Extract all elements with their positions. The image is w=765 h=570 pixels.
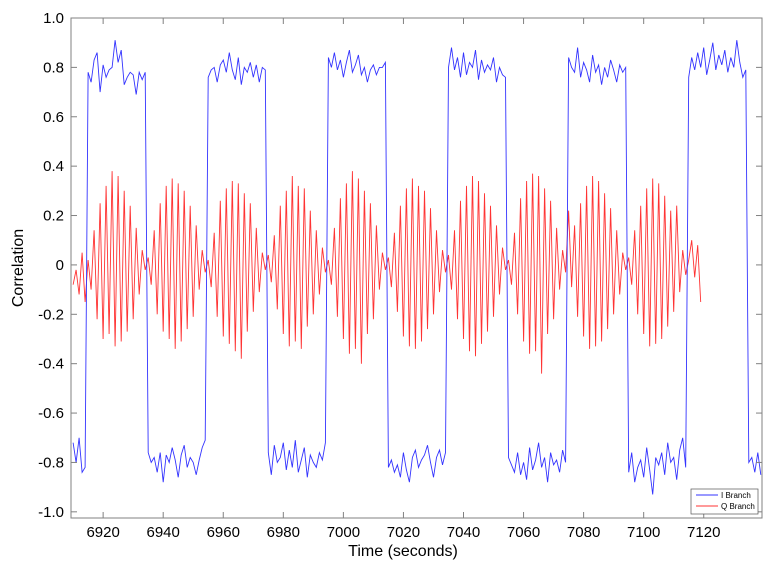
y-tick-label: 0.8 [43, 59, 64, 76]
series-line-i-branch [72, 40, 762, 495]
x-tick-label: 7120 [687, 524, 720, 541]
x-tick-label: 7000 [327, 524, 360, 541]
y-tick-label: 0.2 [43, 208, 64, 225]
x-tick-label: 7040 [447, 524, 480, 541]
x-tick-label: 7060 [507, 524, 540, 541]
x-tick-label: 7100 [627, 524, 660, 541]
x-tick-label: 7020 [387, 524, 420, 541]
legend-label-i-branch: I Branch [721, 491, 751, 500]
y-tick-label: -0.6 [38, 405, 64, 422]
x-tick-label: 6920 [86, 524, 119, 541]
legend-label-q-branch: Q Branch [721, 502, 755, 511]
x-tick-label: 6940 [147, 524, 180, 541]
y-tick-label: -0.2 [38, 306, 64, 323]
y-tick-label: 0.4 [43, 158, 64, 175]
x-tick-label: 7080 [567, 524, 600, 541]
y-tick-label: 0 [56, 257, 64, 274]
y-axis: 1.0 0.8 0.6 0.4 0.2 0 -0.2 -0.4 -0.6 -0.8 -1.0 [38, 10, 762, 521]
x-tick-label: 6980 [267, 524, 300, 541]
x-tick-label: 6960 [207, 524, 240, 541]
y-tick-label: -0.4 [38, 356, 64, 373]
y-tick-label: 0.6 [43, 109, 64, 126]
series-layer [72, 40, 762, 495]
legend: I Branch Q Branch [690, 488, 759, 515]
plot-frame [70, 17, 763, 519]
x-axis-label: Time (seconds) [348, 543, 458, 560]
y-tick-label: -0.8 [38, 454, 64, 471]
x-axis: 6920 6940 6960 6980 7000 7020 7040 7060 7080 7100… [86, 18, 720, 541]
y-tick-label: -1.0 [38, 504, 64, 521]
y-axis-label: Correlation [10, 229, 27, 307]
legend-box [690, 488, 759, 515]
y-tick-label: 1.0 [43, 10, 64, 27]
